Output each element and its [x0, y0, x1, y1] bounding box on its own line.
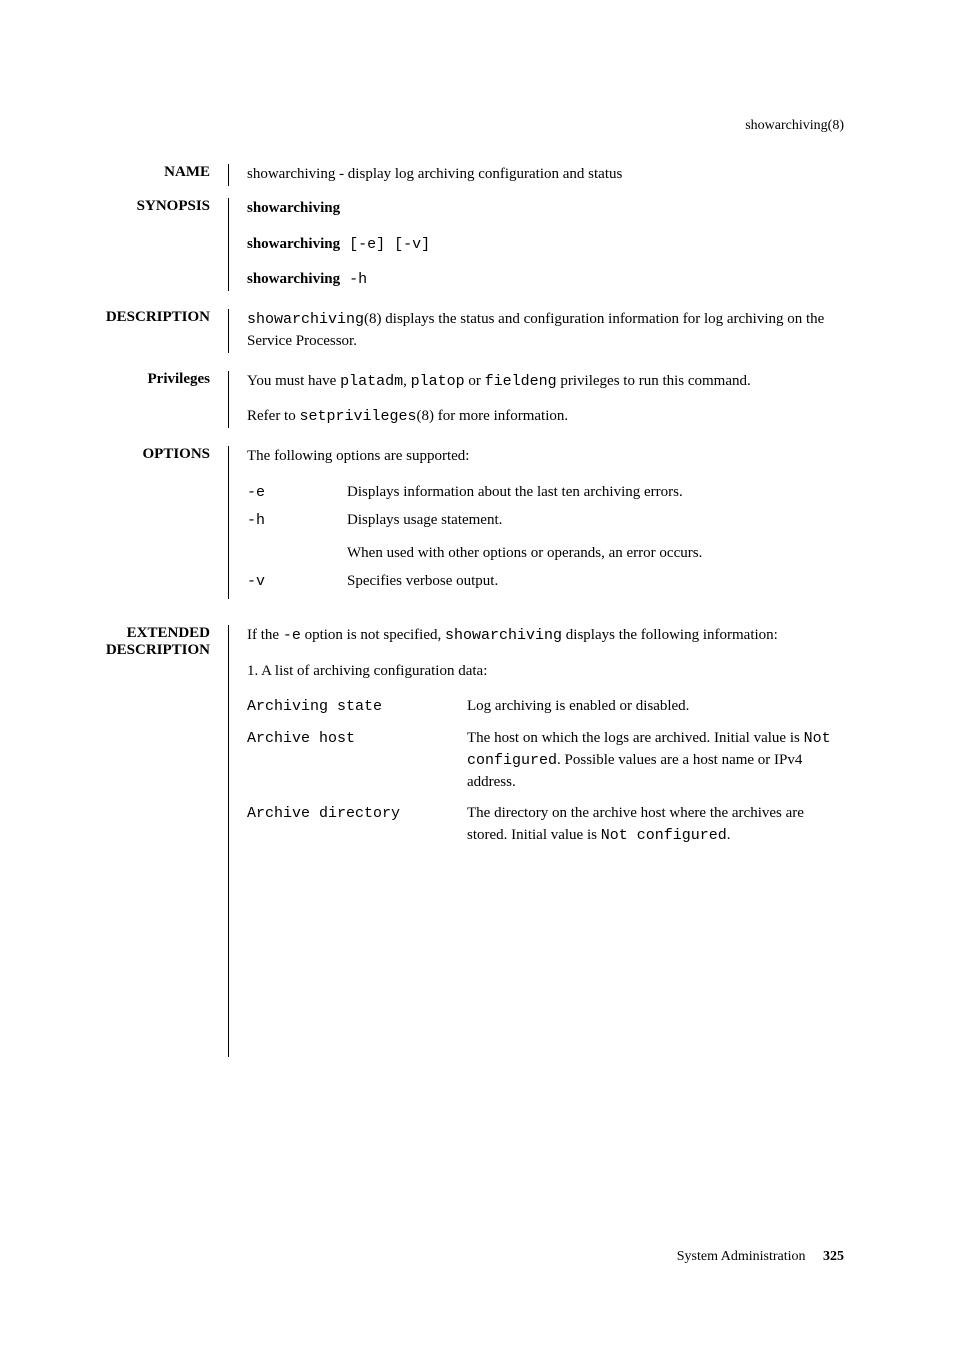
- option-desc: When used with other options or operands…: [347, 543, 844, 565]
- priv-name: platadm: [340, 373, 403, 390]
- text: privileges to run this command.: [557, 373, 751, 389]
- definition-desc: Log archiving is enabled or disabled.: [467, 696, 844, 718]
- footer-page-number: 325: [823, 1249, 844, 1264]
- header-command-ref: showarchiving(8): [745, 118, 844, 133]
- synopsis-args: -h: [340, 271, 367, 288]
- option-flag: [247, 543, 347, 565]
- name-text: showarchiving - display log archiving co…: [247, 166, 622, 182]
- definition-desc: The directory on the archive host where …: [467, 803, 844, 847]
- extended-intro: If the -e option is not specified, showa…: [247, 625, 844, 647]
- text: The host on which the logs are archived.…: [467, 730, 804, 746]
- section-label: Privileges: [0, 371, 228, 388]
- desc-cmd: showarchiving: [247, 311, 364, 328]
- section-label: DESCRIPTION: [0, 309, 228, 326]
- options-intro: The following options are supported:: [247, 446, 844, 468]
- ext-cmd: showarchiving: [445, 627, 562, 644]
- text: displays the following information:: [562, 627, 778, 643]
- footer-text: System Administration: [677, 1249, 806, 1264]
- text: (8) for more information.: [417, 408, 569, 424]
- text: .: [727, 827, 731, 843]
- synopsis-line: showarchiving: [247, 198, 844, 220]
- option-desc: Displays usage statement.: [347, 510, 844, 532]
- section-synopsis: SYNOPSIS showarchiving showarchiving [-e…: [0, 198, 844, 291]
- option-flag: -e: [247, 482, 347, 504]
- section-name: NAME showarchiving - display log archivi…: [0, 164, 844, 186]
- section-privileges: Privileges You must have platadm, platop…: [0, 371, 844, 429]
- definition-row: Archiving state Log archiving is enabled…: [247, 696, 844, 718]
- option-desc: Displays information about the last ten …: [347, 482, 844, 504]
- section-label: EXTENDED DESCRIPTION: [0, 625, 228, 659]
- label-line2: DESCRIPTION: [0, 642, 210, 659]
- priv-name: platop: [411, 373, 465, 390]
- synopsis-line: showarchiving -h: [247, 269, 844, 291]
- privileges-refer: Refer to setprivileges(8) for more infor…: [247, 406, 844, 428]
- option-item: -v Specifies verbose output.: [247, 571, 844, 593]
- section-description: DESCRIPTION showarchiving(8) displays th…: [0, 309, 844, 353]
- synopsis-cmd: showarchiving: [247, 271, 340, 287]
- label-line1: EXTENDED: [0, 625, 210, 642]
- text: You must have: [247, 373, 340, 389]
- text: If the: [247, 627, 283, 643]
- ext-flag: -e: [283, 627, 301, 644]
- synopsis-cmd: showarchiving: [247, 200, 340, 216]
- option-item: -e Displays information about the last t…: [247, 482, 844, 504]
- definition-row: Archive host The host on which the logs …: [247, 728, 844, 793]
- definition-term: Archive directory: [247, 803, 467, 847]
- section-extended-description: EXTENDED DESCRIPTION If the -e option is…: [0, 625, 844, 1057]
- section-body: showarchiving showarchiving [-e] [-v] sh…: [228, 198, 844, 291]
- section-label: NAME: [0, 164, 228, 181]
- section-body: showarchiving - display log archiving co…: [228, 164, 844, 186]
- priv-name: fieldeng: [485, 373, 557, 390]
- section-body: If the -e option is not specified, showa…: [228, 625, 844, 1057]
- page-header: showarchiving(8): [0, 0, 954, 134]
- privileges-line: You must have platadm, platop or fielden…: [247, 371, 844, 393]
- section-body: showarchiving(8) displays the status and…: [228, 309, 844, 353]
- option-item: -h Displays usage statement.: [247, 510, 844, 532]
- text: or: [465, 373, 485, 389]
- section-label: OPTIONS: [0, 446, 228, 463]
- man-page-content: NAME showarchiving - display log archivi…: [0, 134, 954, 1057]
- synopsis-cmd: showarchiving: [247, 236, 340, 252]
- definition-term: Archiving state: [247, 696, 467, 718]
- definition-term: Archive host: [247, 728, 467, 793]
- option-item: When used with other options or operands…: [247, 543, 844, 565]
- definition-desc: The host on which the logs are archived.…: [467, 728, 844, 793]
- option-desc: Specifies verbose output.: [347, 571, 844, 593]
- value: Not configured: [601, 827, 727, 844]
- synopsis-args: [-e] [-v]: [340, 236, 430, 253]
- text: option is not specified,: [301, 627, 445, 643]
- option-flag: -v: [247, 571, 347, 593]
- option-flag: -h: [247, 510, 347, 532]
- definition-row: Archive directory The directory on the a…: [247, 803, 844, 847]
- text: ,: [403, 373, 411, 389]
- ref-cmd: setprivileges: [299, 408, 416, 425]
- section-options: OPTIONS The following options are suppor…: [0, 446, 844, 599]
- section-body: You must have platadm, platop or fielden…: [228, 371, 844, 429]
- section-label: SYNOPSIS: [0, 198, 228, 215]
- extended-list-heading: 1. A list of archiving configuration dat…: [247, 661, 844, 683]
- page-footer: System Administration 325: [677, 1249, 844, 1265]
- section-body: The following options are supported: -e …: [228, 446, 844, 599]
- synopsis-line: showarchiving [-e] [-v]: [247, 234, 844, 256]
- text: Refer to: [247, 408, 299, 424]
